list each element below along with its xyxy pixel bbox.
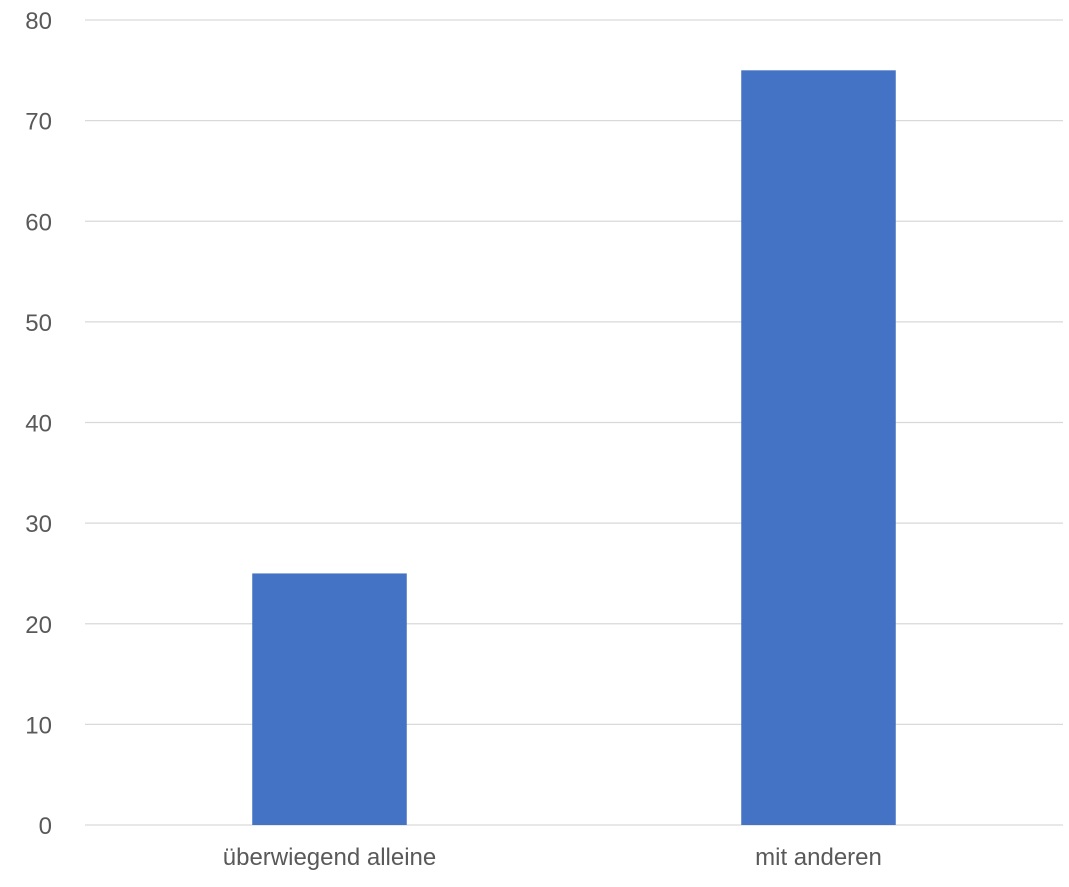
bar [252, 573, 407, 825]
y-axis-tick-labels: 0 10 20 30 40 50 60 70 80 [25, 8, 52, 840]
bars [252, 70, 896, 825]
y-tick-label: 70 [25, 109, 52, 136]
gridlines [85, 19, 1063, 826]
y-tick-label: 50 [25, 310, 52, 337]
y-tick-label: 0 [39, 813, 52, 840]
y-tick-label: 10 [25, 712, 52, 739]
y-tick-label: 60 [25, 209, 52, 236]
x-category-label: überwiegend alleine [223, 844, 437, 871]
y-tick-label: 30 [25, 511, 52, 538]
bar [741, 70, 896, 825]
y-tick-label: 20 [25, 612, 52, 639]
x-axis-category-labels: überwiegend alleine mit anderen [223, 844, 882, 871]
y-tick-label: 80 [25, 8, 52, 35]
y-tick-label: 40 [25, 411, 52, 438]
x-category-label: mit anderen [755, 844, 882, 871]
